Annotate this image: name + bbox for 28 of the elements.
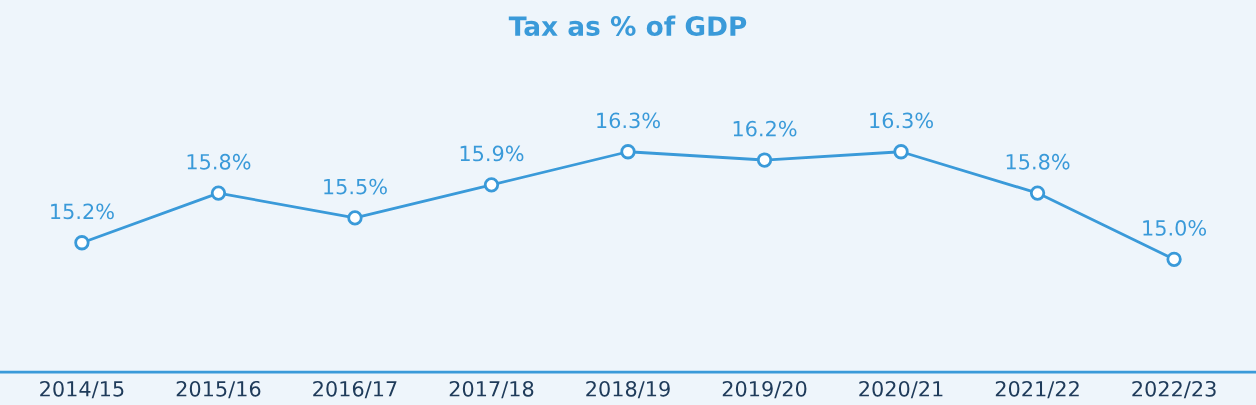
data-label: 16.3% bbox=[870, 112, 933, 129]
x-tick-label: 2014/15 bbox=[40, 380, 124, 399]
point bbox=[756, 152, 773, 168]
x-tick-label: 2020/21 bbox=[859, 380, 943, 399]
data-label: 15.8% bbox=[1006, 153, 1070, 170]
x-tick-label: 2019/20 bbox=[722, 380, 807, 399]
point bbox=[483, 177, 500, 193]
x-tick-label: 2021/22 bbox=[995, 380, 1079, 399]
data-label: 15.8% bbox=[187, 153, 251, 170]
point bbox=[347, 210, 363, 226]
point bbox=[620, 144, 636, 160]
x-tick-label: 2018/19 bbox=[586, 380, 670, 399]
data-label: 15.9% bbox=[460, 145, 524, 162]
chart-title: Tax as % of GDP bbox=[508, 15, 747, 37]
x-tick-label: 2016/17 bbox=[313, 380, 397, 399]
x-tick-label: 2022/23 bbox=[1132, 380, 1216, 399]
data-label: 16.2% bbox=[733, 120, 797, 137]
data-label: 15.5% bbox=[324, 178, 387, 195]
point bbox=[893, 144, 909, 160]
point bbox=[1029, 185, 1046, 201]
data-label: 15.2% bbox=[51, 203, 114, 220]
data-label: 15.0% bbox=[1143, 220, 1207, 236]
point bbox=[210, 185, 227, 201]
x-tick-label: 2017/18 bbox=[449, 380, 534, 399]
point bbox=[74, 235, 90, 251]
x-tick-label: 2015/16 bbox=[176, 380, 261, 399]
data-label: 16.3% bbox=[597, 112, 660, 129]
point bbox=[1166, 251, 1182, 267]
